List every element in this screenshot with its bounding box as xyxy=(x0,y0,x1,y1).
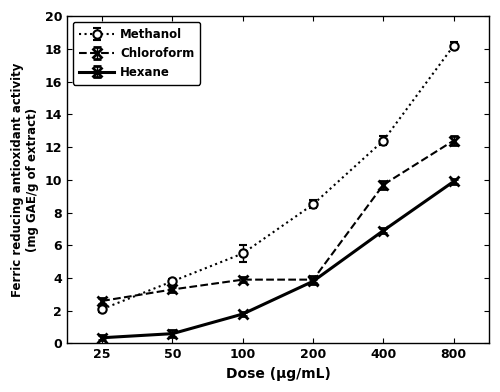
Y-axis label: Ferric reducing antioxidant activity
(mg GAE/g of extract): Ferric reducing antioxidant activity (mg… xyxy=(11,63,39,297)
X-axis label: Dose (μg/mL): Dose (μg/mL) xyxy=(226,367,330,381)
Legend: Methanol, Chloroform, Hexane: Methanol, Chloroform, Hexane xyxy=(73,22,200,85)
